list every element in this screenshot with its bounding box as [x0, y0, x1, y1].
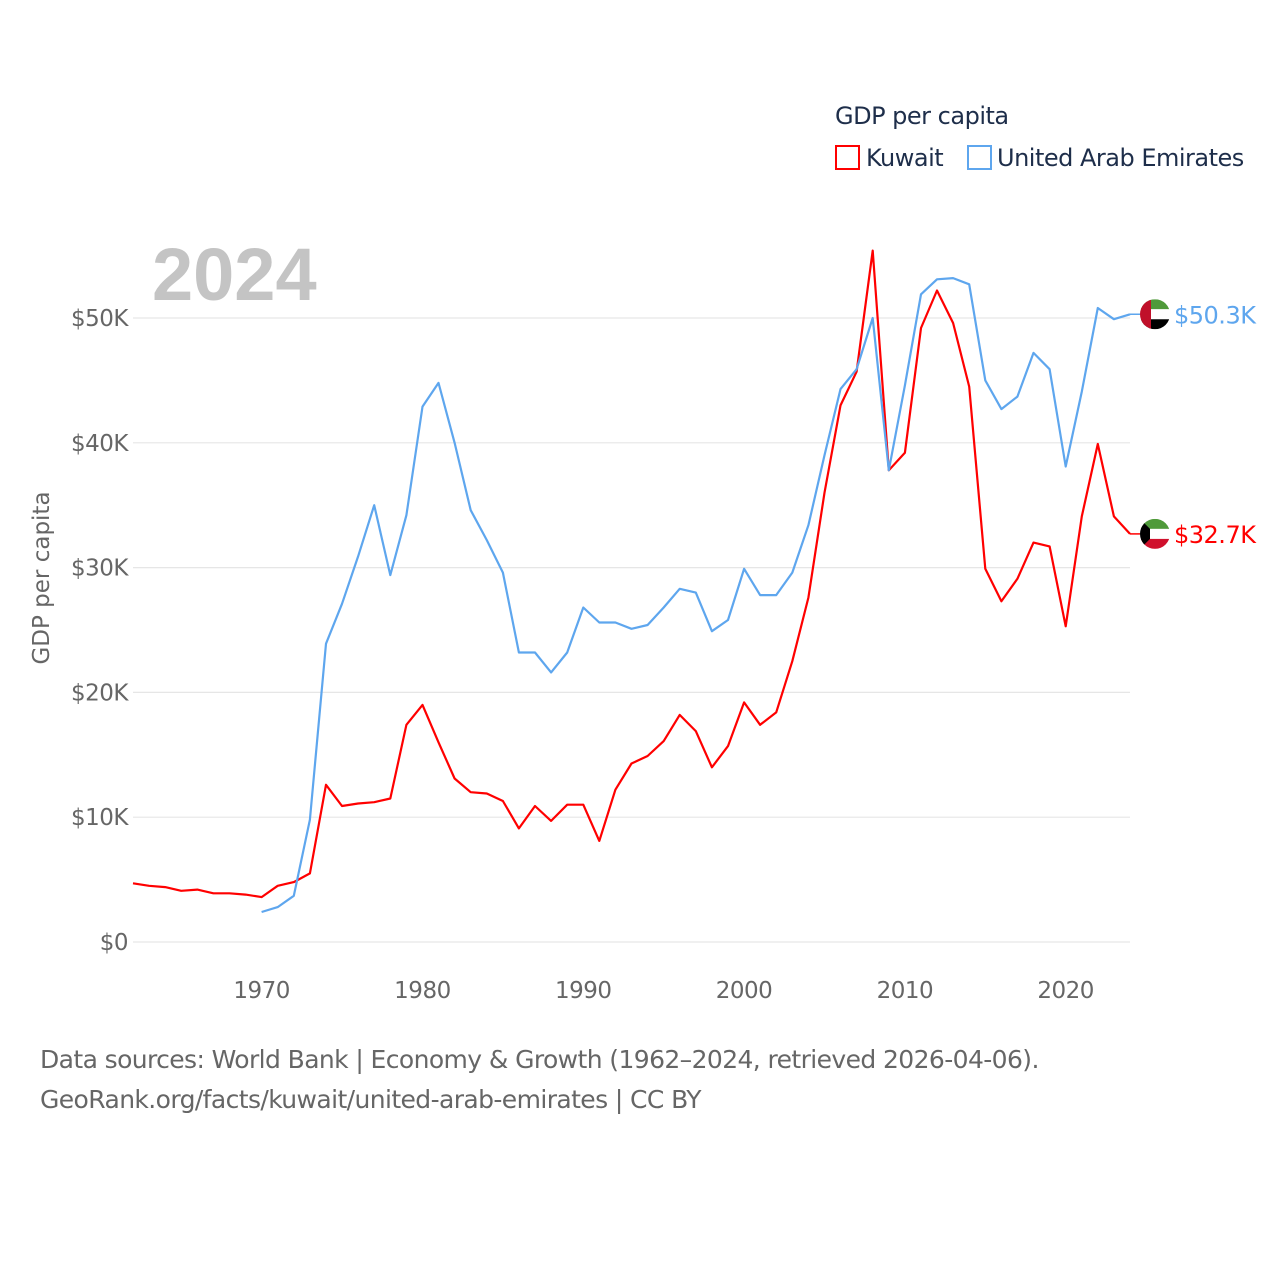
legend-swatch-kuwait	[835, 145, 860, 170]
kuwait-flag-icon	[1140, 518, 1170, 549]
x-tick-label: 1980	[394, 978, 451, 1004]
legend-title: GDP per capita	[835, 102, 1009, 130]
x-tick-label: 2020	[1037, 978, 1094, 1004]
legend-label-uae: United Arab Emirates	[997, 144, 1244, 172]
legend-swatch-uae	[967, 145, 992, 170]
y-tick-label: $10K	[71, 805, 129, 831]
y-tick-label: $20K	[71, 680, 129, 706]
end-value-label: $50.3K	[1174, 301, 1257, 329]
x-tick-label: 2000	[716, 978, 773, 1004]
y-tick-label: $40K	[71, 431, 129, 457]
legend-item-uae[interactable]: United Arab Emirates	[967, 144, 1244, 172]
legend: GDP per capita Kuwait United Arab Emirat…	[835, 102, 1244, 172]
end-value-label: $32.7K	[1174, 521, 1257, 549]
footer-credit[interactable]: GeoRank.org/facts/kuwait/united-arab-emi…	[40, 1085, 702, 1114]
y-axis-label: GDP per capita	[29, 491, 55, 664]
x-tick-label: 2010	[877, 978, 934, 1004]
x-tick-label: 1970	[233, 978, 290, 1004]
legend-item-kuwait[interactable]: Kuwait	[835, 144, 944, 172]
y-tick-label: $0	[100, 930, 128, 956]
series-line-uae[interactable]	[261, 277, 1131, 914]
y-tick-label: $50K	[71, 306, 129, 332]
legend-label-kuwait: Kuwait	[866, 144, 943, 172]
series-line-kuwait[interactable]	[132, 249, 1131, 899]
x-tick-label: 1990	[555, 978, 612, 1004]
y-tick-label: $30K	[71, 556, 129, 582]
footer-sources: Data sources: World Bank | Economy & Gro…	[40, 1045, 1039, 1074]
uae-flag-icon	[1140, 299, 1170, 330]
year-watermark: 2024	[152, 233, 317, 316]
